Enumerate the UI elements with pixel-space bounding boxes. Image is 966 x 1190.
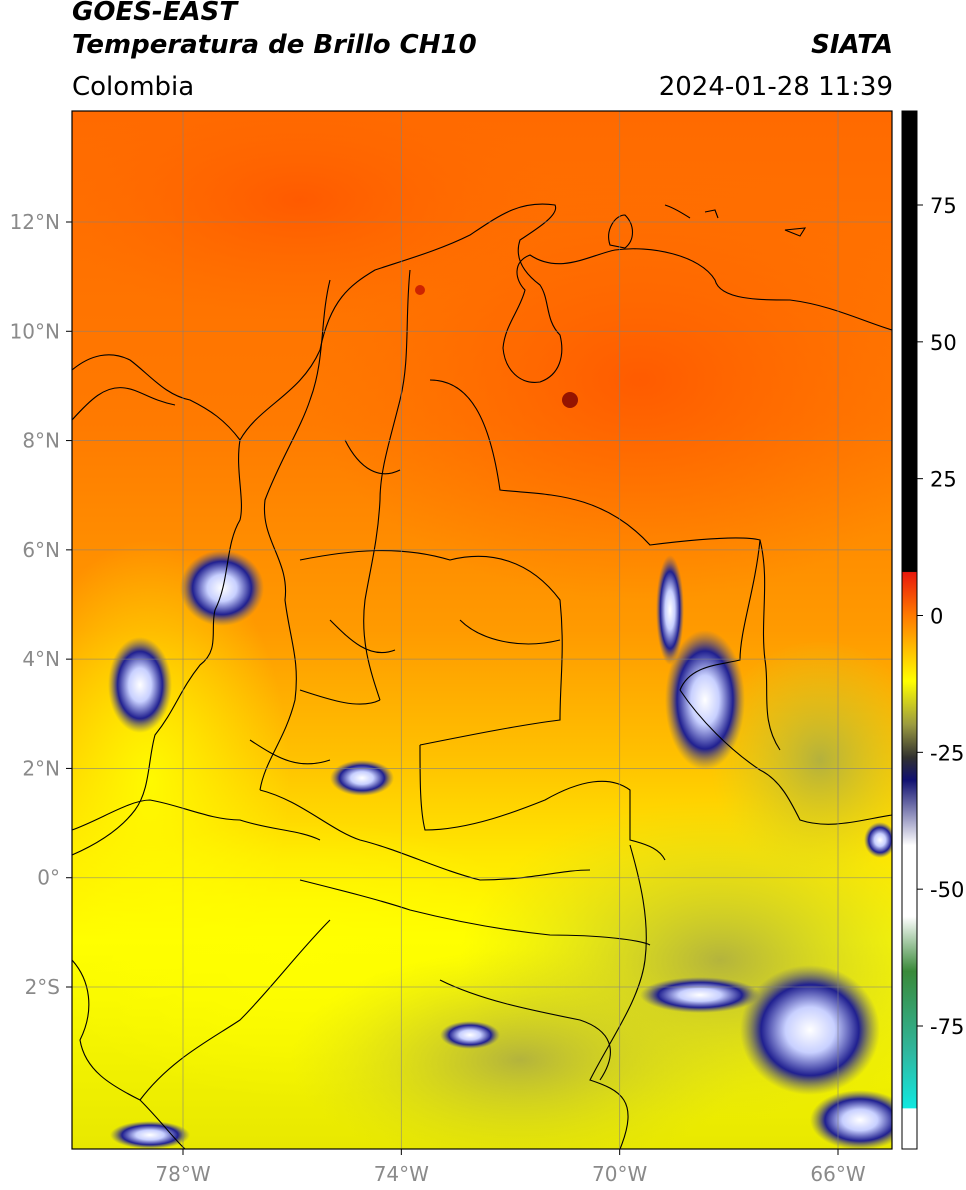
lat-tick-label: 10°N [10,319,60,343]
lon-tick-label: 70°W [592,1162,647,1186]
storm-cell [665,630,745,770]
colorbar: 75 50 25 0 -25 -50 -75 [901,110,964,1150]
storm-cell [180,550,264,626]
lat-tick-label: 4°N [22,647,60,671]
storm-cell [864,822,892,858]
source-label: SIATA [811,30,893,60]
datetime-label: 2024-01-28 11:39 [658,72,893,102]
colorbar-tick-label: -50 [930,878,964,902]
graticule [72,111,892,1149]
title-product: Temperatura de Brillo CH10 [72,30,477,60]
lat-tick-label: 2°S [25,975,60,999]
title-satellite: GOES-EAST [72,0,238,27]
colorbar-tick-label: -75 [930,1015,964,1039]
colorbar-tick-label: 25 [930,468,957,492]
colorbar-tick-label: 75 [930,194,957,218]
storm-cell [656,555,684,665]
region-label: Colombia [72,72,195,102]
lat-tick-label: 8°N [22,429,60,453]
colorbar-tick-label: -25 [930,741,964,765]
colorbar-tick-label: 50 [930,331,957,355]
lat-tick-label: 0° [37,866,60,890]
storm-cell [810,1090,892,1149]
lat-tick-label: 12°N [10,210,60,234]
coastlines-borders [72,203,892,1149]
lat-tick-label: 6°N [22,538,60,562]
storm-cell [108,637,172,733]
storm-cell [330,760,394,796]
lon-tick-label: 74°W [374,1162,429,1186]
storm-cell [110,1121,190,1149]
latitude-axis: 12°N 10°N 8°N 6°N 4°N 2°N 0° 2°S [10,210,72,999]
longitude-axis: 78°W 74°W 70°W 66°W [155,1149,866,1186]
brightness-temperature-field [72,111,892,1149]
lon-tick-label: 66°W [810,1162,865,1186]
storm-cell [640,977,760,1013]
storm-cell [740,965,880,1095]
colorbar-scale [901,110,918,1150]
lon-tick-label: 78°W [155,1162,210,1186]
map-frame [71,110,893,1150]
lat-tick-label: 2°N [22,756,60,780]
colorbar-tick-label: 0 [930,605,943,629]
storm-cell [440,1021,500,1049]
